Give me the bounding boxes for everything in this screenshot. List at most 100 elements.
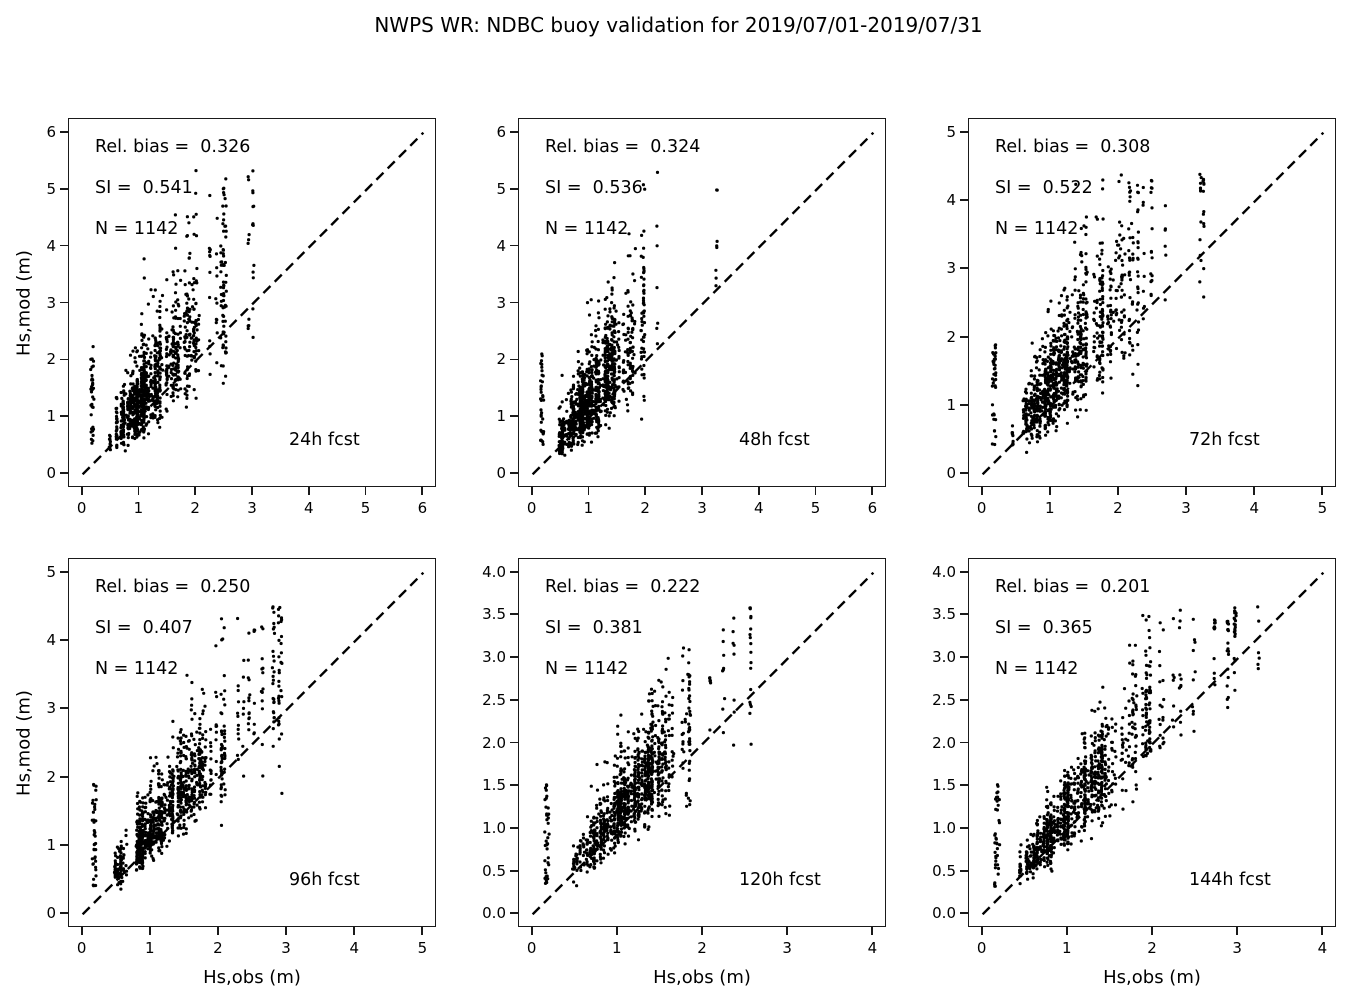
scatter-canvas xyxy=(981,571,1325,916)
y-tick-label: 3 xyxy=(946,259,956,278)
x-tick-label: 2 xyxy=(697,939,707,957)
fcst-label: 144h fcst xyxy=(1189,870,1271,890)
scatter-canvas xyxy=(531,571,875,916)
x-tick-label: 1 xyxy=(612,939,622,957)
x-tick-label: 5 xyxy=(417,939,428,957)
plot-area xyxy=(968,558,1336,927)
x-tick-label: 1 xyxy=(133,499,144,517)
x-tick-mark xyxy=(194,487,197,495)
x-tick-mark xyxy=(1236,927,1239,935)
x-tick-mark xyxy=(251,487,253,495)
x-tick-label: 0 xyxy=(526,499,537,517)
y-tick-mark xyxy=(960,130,968,133)
y-tick-label: 3.0 xyxy=(932,648,956,667)
stat-n: N = 1142 xyxy=(545,219,629,239)
y-tick-label: 0 xyxy=(496,464,506,483)
x-tick-label: 4 xyxy=(304,499,314,517)
x-tick-mark xyxy=(421,487,424,495)
x-tick-mark xyxy=(701,487,703,495)
x-tick-label: 2 xyxy=(1113,499,1123,517)
x-tick-label: 3 xyxy=(1232,939,1242,957)
y-tick-mark xyxy=(510,784,518,787)
plot-area xyxy=(68,118,436,487)
y-tick-mark xyxy=(510,698,518,701)
y-tick-mark xyxy=(60,472,68,475)
scatter-panel-96h-fcst: Rel. bias = 0.250 SI = 0.407 N = 1142 96h f… xyxy=(14,558,436,988)
y-tick-mark xyxy=(60,707,68,710)
y-tick-label: 5 xyxy=(46,562,56,581)
x-tick-label: 1 xyxy=(1044,499,1055,517)
y-tick-label: 0.5 xyxy=(932,861,956,880)
points-layer xyxy=(90,605,284,891)
y-tick-label: 2 xyxy=(46,767,56,786)
y-tick-mark xyxy=(960,267,968,270)
stat-si: SI = 0.381 xyxy=(545,618,643,638)
stat-rel-bias: Rel. bias = 0.222 xyxy=(545,577,701,597)
y-tick-mark xyxy=(510,472,518,475)
x-tick-label: 5 xyxy=(1317,499,1328,517)
stat-rel-bias: Rel. bias = 0.201 xyxy=(995,577,1151,597)
y-tick-mark xyxy=(960,698,968,701)
y-tick-mark xyxy=(60,912,68,915)
x-tick-label: 4 xyxy=(754,499,764,517)
x-tick-mark xyxy=(615,927,618,935)
scatter-panel-24h-fcst: Rel. bias = 0.326 SI = 0.541 N = 1142 24h f… xyxy=(14,118,436,517)
y-tick-mark xyxy=(960,741,968,744)
y-tick-label: 0 xyxy=(46,904,56,923)
x-tick-mark xyxy=(587,487,590,495)
stat-si: SI = 0.522 xyxy=(995,178,1093,198)
stat-si: SI = 0.541 xyxy=(95,178,193,198)
x-tick-mark xyxy=(871,487,874,495)
stat-n: N = 1142 xyxy=(95,219,179,239)
y-tick-mark xyxy=(60,358,68,361)
y-tick-mark xyxy=(960,472,968,475)
x-tick-mark xyxy=(148,927,151,935)
x-tick-label: 4 xyxy=(1249,499,1259,517)
x-tick-label: 1 xyxy=(144,939,155,957)
figure-title: NWPS WR: NDBC buoy validation for 2019/0… xyxy=(374,13,983,37)
plot-area xyxy=(518,118,886,487)
y-tick-label: 2.5 xyxy=(482,690,506,709)
y-tick-mark xyxy=(510,301,518,304)
x-tick-mark xyxy=(1253,487,1256,495)
stat-si: SI = 0.536 xyxy=(545,178,643,198)
y-tick-mark xyxy=(510,570,518,573)
y-tick-mark xyxy=(60,187,68,190)
x-axis-label: Hs,obs (m) xyxy=(1103,967,1201,988)
y-tick-mark xyxy=(960,199,968,201)
y-tick-mark xyxy=(960,784,968,787)
y-tick-label: 3.5 xyxy=(932,605,956,624)
y-tick-label: 0.5 xyxy=(482,861,506,880)
y-tick-label: 2.0 xyxy=(932,733,956,752)
y-tick-label: 1 xyxy=(46,836,56,854)
x-tick-mark xyxy=(1151,927,1153,935)
x-tick-label: 2 xyxy=(1147,939,1157,957)
y-tick-mark xyxy=(60,775,68,778)
y-tick-label: 4 xyxy=(496,236,506,255)
x-tick-label: 4 xyxy=(1317,939,1328,957)
y-tick-mark xyxy=(60,415,68,418)
x-tick-mark xyxy=(1321,487,1324,495)
x-tick-mark xyxy=(644,487,647,495)
scatter-panel-48h-fcst: Rel. bias = 0.324 SI = 0.536 N = 1142 48h f… xyxy=(496,118,886,517)
y-tick-label: 1.5 xyxy=(482,776,506,795)
y-tick-label: 0 xyxy=(46,464,56,483)
stat-si: SI = 0.365 xyxy=(995,618,1093,638)
x-tick-label: 0 xyxy=(976,499,987,517)
x-tick-mark xyxy=(980,487,983,495)
x-tick-label: 3 xyxy=(697,499,707,517)
stat-rel-bias: Rel. bias = 0.250 xyxy=(95,577,251,597)
stat-n: N = 1142 xyxy=(995,219,1079,239)
x-tick-label: 2 xyxy=(213,939,223,957)
y-tick-mark xyxy=(60,301,68,304)
y-tick-mark xyxy=(510,415,518,418)
x-tick-mark xyxy=(530,487,533,495)
x-tick-mark xyxy=(786,927,789,935)
identity-line xyxy=(981,571,1325,916)
y-tick-label: 0 xyxy=(946,464,956,483)
y-tick-mark xyxy=(60,844,68,846)
x-tick-label: 2 xyxy=(190,499,200,517)
x-tick-mark xyxy=(353,927,356,935)
y-tick-mark xyxy=(960,912,968,915)
